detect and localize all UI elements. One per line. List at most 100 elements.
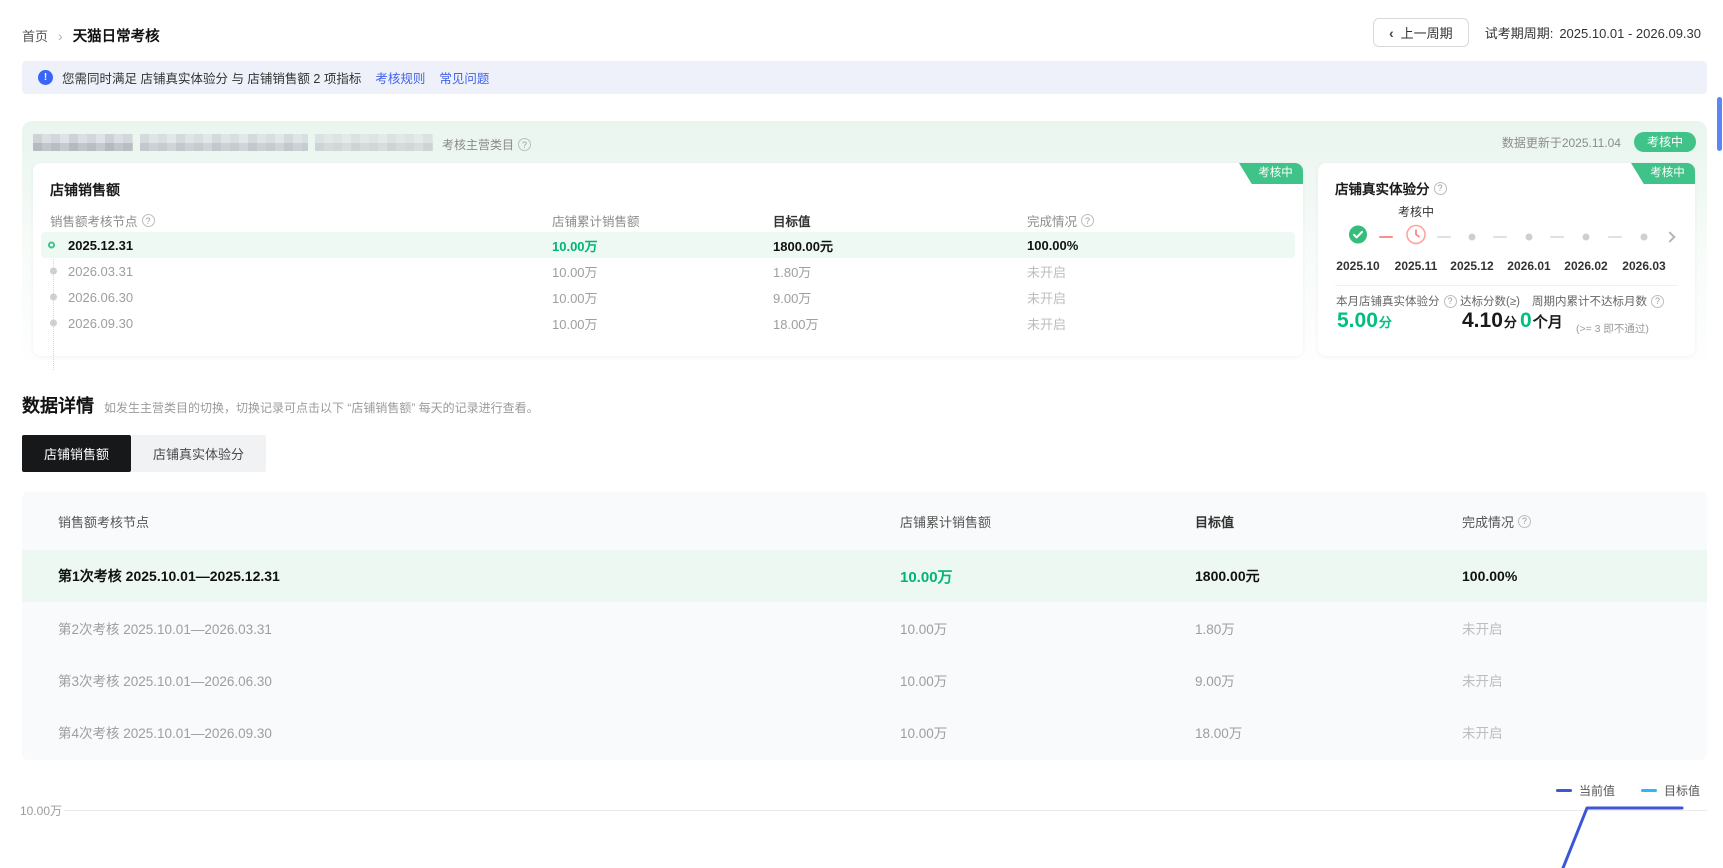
node-date: 2026.03.31	[68, 263, 134, 279]
step-dash-icon	[1550, 236, 1564, 238]
current-step-label: 考核中	[1397, 205, 1435, 219]
faq-link[interactable]: 常见问题	[439, 72, 490, 86]
assessment-rules-link[interactable]: 考核规则	[375, 72, 426, 86]
step-dash-icon	[1608, 236, 1622, 238]
current-value-line-chart	[1561, 806, 1684, 868]
assessing-badge: 考核中	[1633, 132, 1696, 152]
pass-score-label: 达标分数(≥)	[1460, 296, 1520, 308]
blur-block	[33, 134, 133, 151]
month-label: 2025.10	[1336, 259, 1380, 273]
month-label: 2026.03	[1622, 259, 1666, 273]
top-bar: 首页 › 天猫日常考核 ‹ 上一周期 试考期周期: 2025.10.01 - 20…	[22, 18, 1701, 50]
sales-row: 2026.09.30 10.00万 18.00万 未开启	[33, 310, 1303, 336]
breadcrumb: 首页 › 天猫日常考核	[22, 25, 160, 46]
target-value: 1800.00元	[1195, 568, 1260, 584]
help-icon[interactable]: ?	[518, 138, 532, 151]
node-date: 2026.09.30	[68, 315, 134, 331]
target-value: 1.80万	[1195, 622, 1235, 637]
store-name-blurred	[33, 134, 433, 151]
chevron-right-icon[interactable]	[1664, 231, 1676, 243]
assessment-row-3[interactable]: 第3次考核 2025.10.01—2026.06.30 10.00万 9.00万…	[22, 654, 1707, 706]
legend-current-dash-icon	[1555, 789, 1572, 792]
col-node: 销售额考核节点?	[50, 211, 552, 230]
experience-panel-ribbon-badge: 考核中	[1631, 163, 1695, 184]
cumulative-value: 10.00万	[900, 674, 948, 689]
legend-target-label: 目标值	[1663, 784, 1700, 798]
chevron-left-icon: ‹	[1389, 24, 1394, 41]
fail-months-label: 周期内累计不达标月数?	[1532, 293, 1664, 309]
pass-score-value: 4.10分	[1462, 309, 1517, 332]
sales-panel: 考核中 店铺销售额 销售额考核节点? 店铺累计销售额 目标值 完成情况? 202…	[33, 163, 1303, 370]
sales-panel-title: 店铺销售额	[50, 182, 120, 198]
target-value: 9.00万	[1195, 674, 1235, 689]
cumulative-value: 10.00万	[900, 622, 948, 637]
help-icon[interactable]: ?	[1433, 181, 1447, 195]
node-label: 第3次考核 2025.10.01—2026.06.30	[58, 674, 272, 689]
details-table-header: 销售额考核节点 店铺累计销售额 目标值 完成情况?	[22, 492, 1707, 550]
cumulative-value: 10.00万	[552, 264, 598, 280]
node-label: 第1次考核 2025.10.01—2025.12.31	[58, 568, 280, 584]
cumulative-value: 10.00万	[900, 568, 953, 586]
sales-row-current: 2025.12.31 10.00万 1800.00元 100.00%	[41, 232, 1295, 258]
previous-period-button[interactable]: ‹ 上一周期	[1373, 18, 1469, 47]
status-value: 未开启	[1027, 316, 1067, 332]
col-node: 销售额考核节点	[58, 514, 150, 530]
month-label: 2025.11	[1394, 259, 1438, 273]
sales-table-header: 销售额考核节点? 店铺累计销售额 目标值 完成情况?	[33, 211, 1303, 229]
node-date: 2025.12.31	[68, 237, 134, 253]
step-dot-icon	[1640, 233, 1648, 241]
details-table: 销售额考核节点 店铺累计销售额 目标值 完成情况? 第1次考核 2025.10.…	[22, 492, 1707, 760]
page-title: 天猫日常考核	[72, 29, 160, 45]
current-score-value: 5.00分	[1337, 309, 1392, 332]
details-title: 数据详情	[22, 396, 94, 416]
node-date: 2026.06.30	[68, 289, 134, 305]
scrollbar-thumb[interactable]	[1717, 97, 1722, 151]
month-label: 2025.12	[1450, 259, 1494, 273]
legend-target[interactable]: 目标值	[1640, 782, 1700, 799]
y-axis-tick: 10.00万	[20, 804, 63, 818]
details-subtitle: 如发生主营类目的切换，切换记录可点击以下 “店铺销售额” 每天的记录进行查看。	[104, 401, 539, 415]
help-icon[interactable]: ?	[1518, 514, 1532, 528]
fail-months-value: 0个月	[1520, 309, 1563, 332]
target-value: 1.80万	[773, 264, 812, 280]
target-value: 9.00万	[773, 290, 812, 306]
breadcrumb-home-link[interactable]: 首页	[22, 29, 49, 44]
blur-block	[315, 134, 433, 151]
status-value: 未开启	[1027, 290, 1067, 306]
experience-stat-values: 5.00分 4.10分 0个月 (>= 3 即不通过)	[1318, 309, 1695, 339]
card-header-meta: 数据更新于2025.11.04 考核中	[1502, 132, 1696, 152]
col-status: 完成情况?	[1462, 512, 1707, 531]
status-value: 未开启	[1462, 726, 1503, 741]
sales-rows: 2025.12.31 10.00万 1800.00元 100.00% 2026.…	[33, 232, 1303, 370]
assessment-row-4[interactable]: 第4次考核 2025.10.01—2026.09.30 10.00万 18.00…	[22, 706, 1707, 758]
blur-block	[140, 134, 308, 151]
status-value: 100.00%	[1027, 237, 1079, 253]
timeline-connector	[53, 252, 54, 370]
legend-target-dash-icon	[1640, 789, 1657, 792]
overview-card: 考核主营类目 ? 数据更新于2025.11.04 考核中 考核中 店铺销售额 销…	[22, 121, 1707, 375]
tab-experience-score[interactable]: 店铺真实体验分	[131, 435, 267, 472]
step-dot-icon	[1468, 233, 1476, 241]
assessment-row-2[interactable]: 第2次考核 2025.10.01—2026.03.31 10.00万 1.80万…	[22, 602, 1707, 654]
month-label: 2026.02	[1564, 259, 1608, 273]
status-value: 未开启	[1027, 264, 1067, 280]
help-icon[interactable]: ?	[1651, 294, 1664, 308]
data-updated-text: 数据更新于2025.11.04	[1501, 135, 1621, 150]
legend-current[interactable]: 当前值	[1555, 782, 1615, 799]
col-status: 完成情况?	[1027, 211, 1303, 230]
sales-panel-ribbon-badge: 考核中	[1239, 163, 1303, 184]
help-icon[interactable]: ?	[141, 214, 155, 227]
status-value: 100.00%	[1462, 568, 1518, 584]
col-target: 目标值	[1195, 514, 1235, 530]
help-icon[interactable]: ?	[1443, 294, 1457, 308]
check-circle-icon	[1349, 225, 1367, 249]
help-icon[interactable]: ?	[1081, 214, 1095, 227]
notice-banner: ! 您需同时满足 店铺真实体验分 与 店铺销售额 2 项指标 考核规则 常见问题	[22, 61, 1707, 94]
period-label: 试考期周期:	[1484, 26, 1554, 41]
divider	[1335, 285, 1678, 286]
tab-store-sales[interactable]: 店铺销售额	[22, 435, 132, 472]
cumulative-value: 10.00万	[552, 238, 598, 254]
assessment-row-1[interactable]: 第1次考核 2025.10.01—2025.12.31 10.00万 1800.…	[22, 550, 1707, 602]
clock-icon	[1406, 224, 1426, 250]
